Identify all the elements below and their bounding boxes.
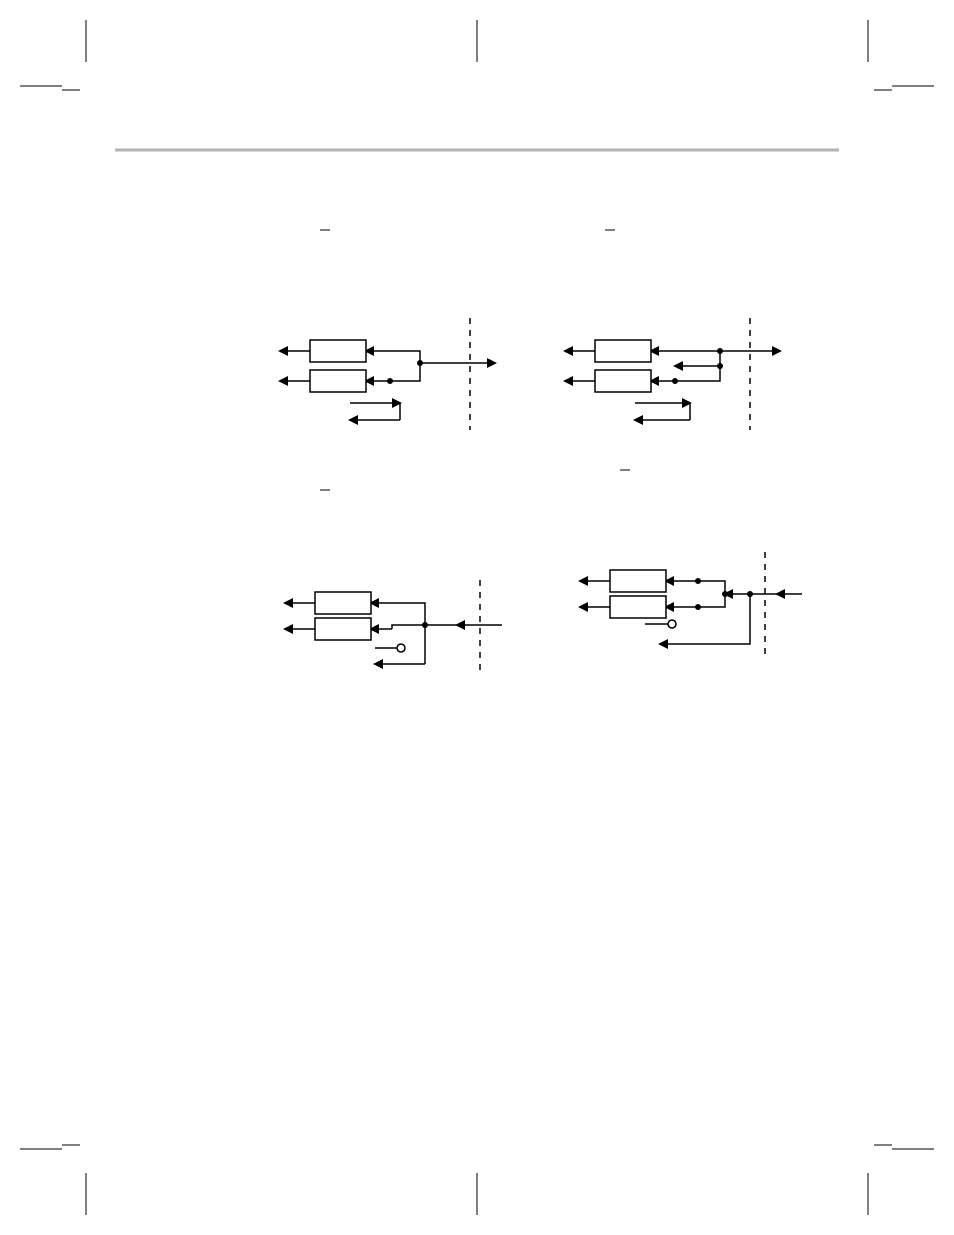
block-c-top bbox=[315, 592, 371, 614]
block-d-bottom bbox=[610, 596, 666, 618]
panel-c bbox=[285, 490, 502, 670]
panel-b bbox=[565, 230, 780, 430]
junction-node bbox=[422, 622, 428, 628]
junction-node bbox=[722, 591, 728, 597]
junction-node bbox=[387, 378, 393, 384]
junction-node bbox=[695, 604, 701, 610]
block-c-bottom bbox=[315, 618, 371, 640]
block-a-top bbox=[310, 340, 366, 362]
tap-to-return bbox=[725, 594, 750, 644]
t-down bbox=[698, 594, 725, 607]
top-to-bus bbox=[390, 351, 420, 363]
open-terminal bbox=[668, 620, 676, 628]
block-d-top bbox=[610, 570, 666, 592]
diagram-canvas bbox=[0, 0, 954, 1235]
junction-node bbox=[717, 363, 723, 369]
block-a-bottom bbox=[310, 370, 366, 392]
junction-node bbox=[717, 348, 723, 354]
junction-node bbox=[672, 378, 678, 384]
block-b-top bbox=[595, 340, 651, 362]
t-up bbox=[698, 581, 725, 594]
panel-a bbox=[280, 230, 495, 430]
junction-node bbox=[747, 591, 753, 597]
block-b-bottom bbox=[595, 370, 651, 392]
junction-node bbox=[695, 578, 701, 584]
junction-node bbox=[417, 360, 423, 366]
bottom-to-bus bbox=[390, 363, 420, 381]
tap-up bbox=[392, 603, 425, 625]
tap-stub bbox=[392, 625, 425, 629]
panel-d bbox=[580, 470, 802, 655]
open-terminal bbox=[397, 644, 405, 652]
